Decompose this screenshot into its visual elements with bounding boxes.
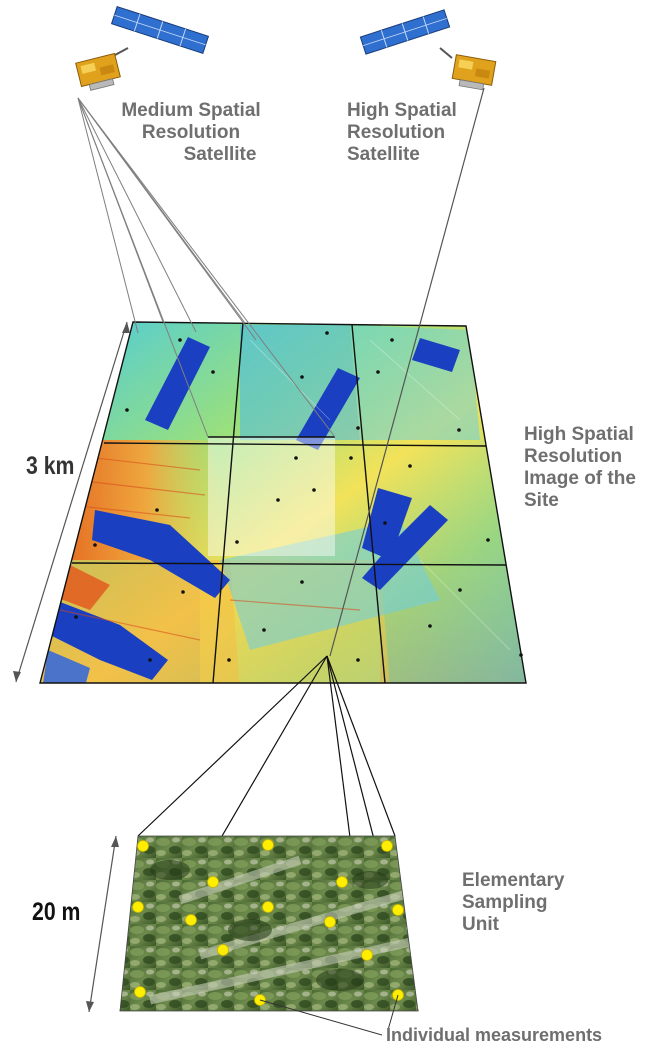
measurement-point xyxy=(217,944,229,956)
site-image-label-line3: Image of the xyxy=(524,468,636,489)
measurement-point xyxy=(392,904,404,916)
measurement-point xyxy=(336,876,348,888)
measurement-point xyxy=(262,839,274,851)
esu-scale-arrow xyxy=(86,835,119,1013)
high-satellite-label: High Spatial Resolution Satellite xyxy=(347,100,457,166)
site-image-label-line4: Site xyxy=(524,490,559,511)
high-satellite-view-line xyxy=(329,87,485,657)
medium-satellite-label-line3: Satellite xyxy=(183,144,257,165)
measurement-point xyxy=(185,914,197,926)
medium-satellite-label: Medium Spatial Resolution Satellite xyxy=(106,100,276,166)
high-satellite-label-line1: High Spatial xyxy=(347,100,457,121)
high-satellite-label-line3: Satellite xyxy=(347,144,420,165)
measurements-leader xyxy=(259,994,399,1036)
measurement-point xyxy=(132,901,144,913)
site-image-label-line2: Resolution xyxy=(524,446,623,467)
esu-scale-label: 20 m xyxy=(32,898,81,926)
measurement-point xyxy=(137,840,149,852)
medium-satellite-view-lines xyxy=(77,97,336,438)
medium-satellite-label-line1: Medium Spatial xyxy=(121,100,261,121)
site-scale-arrow xyxy=(13,321,130,683)
site-scale-label: 3 km xyxy=(26,452,75,480)
site-image-label: High Spatial Resolution Image of the Sit… xyxy=(524,424,636,512)
measurement-point xyxy=(381,840,393,852)
esu-label-line1: Elementary xyxy=(462,870,565,891)
site-image-label-line1: High Spatial xyxy=(524,424,634,445)
individual-measurements-label: Individual measurements xyxy=(386,1025,603,1045)
high-satellite-icon xyxy=(359,9,497,92)
high-satellite-label-line2: Resolution xyxy=(347,122,446,143)
esu-label: Elementary Sampling Unit xyxy=(462,870,564,936)
medium-satellite-label-line2: Resolution xyxy=(141,122,241,143)
esu-photo xyxy=(119,835,419,1012)
medium-satellite-icon xyxy=(75,5,210,93)
esu-label-line2: Sampling xyxy=(462,892,548,913)
esu-label-line3: Unit xyxy=(462,914,499,935)
measurement-point xyxy=(134,986,146,998)
measurement-point xyxy=(361,949,373,961)
measurement-point xyxy=(262,901,274,913)
measurement-point xyxy=(324,916,336,928)
measurement-point xyxy=(207,876,219,888)
